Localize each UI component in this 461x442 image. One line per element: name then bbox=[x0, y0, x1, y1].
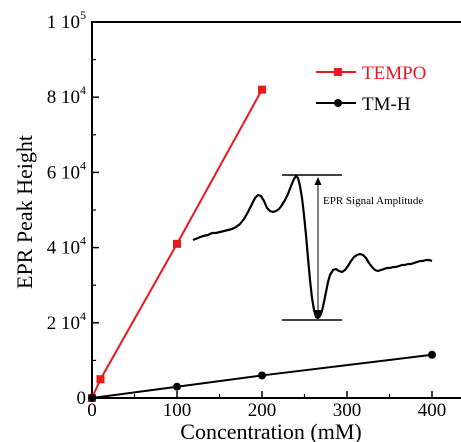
legend-label-tempo: TEMPO bbox=[362, 63, 426, 84]
point-tm-h-1 bbox=[173, 382, 181, 391]
x-tick-label-0: 0 bbox=[87, 400, 97, 421]
legend-marker-tempo bbox=[334, 68, 342, 76]
y-tick-label-3: 6 104 bbox=[47, 158, 86, 183]
x-tick-label-1: 100 bbox=[163, 400, 192, 421]
amplitude-arrow-down-head bbox=[314, 310, 322, 318]
point-tm-h-0 bbox=[88, 394, 96, 402]
legend: TEMPO TM-H bbox=[316, 63, 426, 115]
y-tick-label-5: 1 105 bbox=[47, 8, 86, 33]
x-tick-label-4: 400 bbox=[418, 400, 447, 421]
legend-marker-tmh bbox=[334, 99, 342, 107]
point-tempo-1 bbox=[96, 375, 105, 384]
point-tm-h-3 bbox=[428, 350, 436, 359]
series-line-tm-h bbox=[91, 353, 433, 399]
y-tick-label-1: 2 104 bbox=[47, 309, 86, 334]
x-tick-label-2: 200 bbox=[248, 400, 277, 421]
y-tick-label-2: 4 104 bbox=[47, 234, 86, 259]
epr-spectrum-inset: EPR Signal Amplitude bbox=[192, 174, 433, 321]
legend-label-tmh: TM-H bbox=[362, 94, 411, 115]
y-tick-labels: 0 2 104 4 104 6 104 8 104 1 105 bbox=[47, 8, 86, 409]
epr-spectrum-trace bbox=[192, 174, 433, 320]
x-tick-label-3: 300 bbox=[333, 400, 362, 421]
x-tick-labels: 0 100 200 300 400 bbox=[87, 400, 446, 421]
series-line-tempo bbox=[91, 89, 263, 399]
amplitude-arrow-up-head bbox=[314, 177, 322, 185]
series-layer bbox=[88, 85, 436, 402]
x-axis-title: Concentration (mM) bbox=[180, 419, 361, 442]
y-tick-label-0: 0 bbox=[77, 388, 87, 409]
y-axis-title: EPR Peak Height bbox=[12, 135, 37, 289]
inset-amplitude-label: EPR Signal Amplitude bbox=[323, 195, 423, 207]
point-tempo-2 bbox=[173, 239, 181, 248]
y-tick-label-4: 8 104 bbox=[47, 83, 86, 108]
point-tm-h-2 bbox=[258, 371, 266, 380]
point-tempo-3 bbox=[258, 85, 266, 94]
